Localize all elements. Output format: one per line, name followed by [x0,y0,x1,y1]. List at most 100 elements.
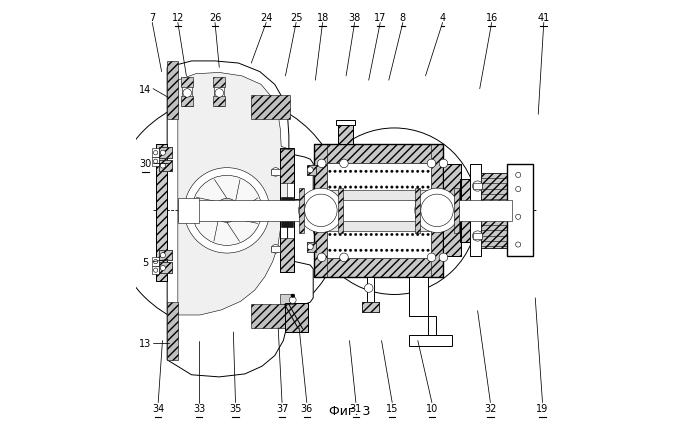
Circle shape [359,233,362,236]
Circle shape [370,186,373,189]
Bar [362,302,379,312]
Circle shape [401,202,403,205]
Bar [460,180,470,243]
Circle shape [192,176,262,246]
Circle shape [411,170,414,173]
Circle shape [411,186,414,189]
Circle shape [380,186,383,189]
Circle shape [421,170,424,173]
Circle shape [339,249,342,252]
Circle shape [391,170,393,173]
Circle shape [365,233,368,236]
Bar [431,197,445,225]
Bar [338,124,353,145]
Circle shape [375,186,377,189]
Bar [315,197,328,225]
Bar [315,145,443,278]
Circle shape [271,168,280,177]
Circle shape [160,253,166,258]
Bar [473,233,482,239]
Circle shape [329,186,331,189]
Circle shape [385,233,388,236]
Text: 25: 25 [290,13,303,23]
Bar [307,242,316,252]
Circle shape [339,202,342,205]
Circle shape [370,218,373,221]
Bar [157,145,167,281]
Circle shape [391,233,393,236]
Circle shape [375,202,377,205]
Circle shape [427,160,435,168]
Circle shape [370,233,373,236]
Text: 7: 7 [149,13,155,23]
Circle shape [291,294,294,298]
Circle shape [350,170,352,173]
Text: 37: 37 [276,403,288,413]
Circle shape [411,233,414,236]
Text: 36: 36 [301,403,313,413]
Circle shape [421,202,424,205]
Circle shape [339,170,342,173]
Circle shape [406,233,409,236]
Circle shape [344,218,347,221]
Circle shape [370,170,373,173]
Circle shape [406,218,409,221]
Circle shape [375,218,377,221]
Circle shape [391,218,393,221]
Circle shape [329,218,331,221]
Circle shape [354,249,357,252]
Circle shape [289,297,296,304]
Circle shape [427,170,429,173]
Circle shape [401,218,403,221]
Bar [159,263,172,273]
Circle shape [354,186,357,189]
Bar [280,239,294,273]
Circle shape [396,202,398,205]
Bar [271,246,280,252]
Circle shape [406,170,409,173]
Bar [214,83,224,106]
Bar [178,198,199,224]
Circle shape [417,186,419,189]
Circle shape [359,218,362,221]
Circle shape [215,199,239,223]
Circle shape [350,218,352,221]
Circle shape [154,268,158,273]
Circle shape [317,253,326,262]
Text: 35: 35 [229,403,242,413]
Circle shape [411,249,414,252]
Circle shape [365,218,368,221]
Circle shape [385,170,388,173]
Circle shape [396,218,398,221]
Circle shape [427,202,429,205]
Circle shape [375,233,377,236]
Polygon shape [167,62,313,377]
Text: 33: 33 [193,403,206,413]
Circle shape [396,249,398,252]
Circle shape [406,249,409,252]
Circle shape [401,233,403,236]
Circle shape [354,233,357,236]
Circle shape [385,218,388,221]
Circle shape [350,233,352,236]
Bar [327,164,431,259]
Circle shape [365,202,368,205]
Bar [366,278,374,303]
Bar [415,189,420,233]
Text: 13: 13 [139,338,152,348]
Bar [152,266,159,275]
Circle shape [298,189,343,233]
Circle shape [421,186,424,189]
Circle shape [333,249,336,252]
Bar [315,145,443,164]
Circle shape [359,249,362,252]
Bar [181,97,193,106]
Bar [481,173,507,201]
Bar [251,305,289,328]
Circle shape [344,233,347,236]
Bar [307,242,316,252]
Bar [152,149,159,158]
Text: 17: 17 [374,13,387,23]
Circle shape [385,202,388,205]
Bar [315,145,327,278]
